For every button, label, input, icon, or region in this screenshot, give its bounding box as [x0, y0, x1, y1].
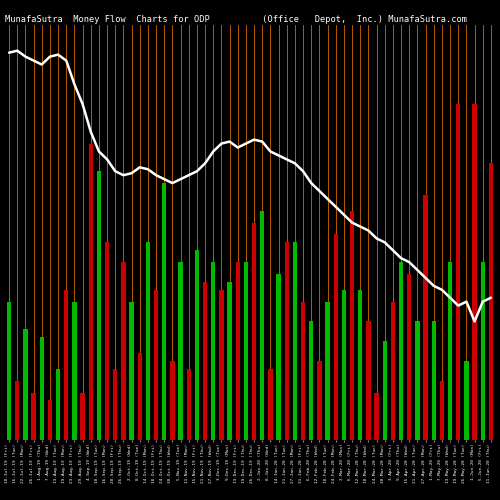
- Bar: [448, 262, 452, 440]
- Bar: [130, 302, 134, 440]
- Bar: [72, 302, 76, 440]
- Bar: [121, 262, 126, 440]
- Bar: [162, 183, 166, 440]
- Bar: [276, 274, 281, 440]
- Bar: [334, 234, 338, 440]
- Bar: [374, 392, 379, 440]
- Bar: [15, 380, 20, 440]
- Bar: [96, 171, 101, 440]
- Bar: [113, 369, 117, 440]
- Bar: [260, 211, 264, 440]
- Bar: [424, 195, 428, 440]
- Bar: [80, 392, 85, 440]
- Bar: [244, 262, 248, 440]
- Bar: [358, 290, 362, 440]
- Bar: [23, 330, 28, 440]
- Bar: [138, 353, 142, 440]
- Bar: [32, 392, 36, 440]
- Bar: [252, 222, 256, 440]
- Bar: [480, 262, 485, 440]
- Bar: [154, 290, 158, 440]
- Bar: [211, 262, 216, 440]
- Bar: [88, 144, 93, 440]
- Bar: [317, 361, 322, 440]
- Bar: [399, 262, 404, 440]
- Bar: [7, 302, 12, 440]
- Bar: [440, 380, 444, 440]
- Bar: [228, 282, 232, 440]
- Bar: [415, 322, 420, 440]
- Bar: [350, 211, 354, 440]
- Bar: [464, 361, 468, 440]
- Bar: [366, 322, 370, 440]
- Bar: [105, 242, 110, 440]
- Bar: [146, 242, 150, 440]
- Bar: [326, 302, 330, 440]
- Bar: [40, 337, 44, 440]
- Bar: [48, 400, 52, 440]
- Bar: [382, 341, 387, 440]
- Bar: [407, 274, 412, 440]
- Bar: [488, 164, 493, 440]
- Bar: [64, 290, 68, 440]
- Bar: [268, 369, 272, 440]
- Bar: [186, 369, 191, 440]
- Bar: [170, 361, 174, 440]
- Bar: [342, 290, 346, 440]
- Text: MunafaSutra  Money Flow  Charts for ODP          (Office   Depot,  Inc.) MunafaS: MunafaSutra Money Flow Charts for ODP (O…: [5, 15, 467, 24]
- Bar: [178, 262, 183, 440]
- Bar: [284, 242, 289, 440]
- Bar: [472, 104, 477, 440]
- Bar: [432, 322, 436, 440]
- Bar: [456, 104, 460, 440]
- Bar: [292, 242, 297, 440]
- Bar: [390, 302, 395, 440]
- Bar: [301, 302, 306, 440]
- Bar: [203, 282, 207, 440]
- Bar: [219, 290, 224, 440]
- Bar: [56, 369, 60, 440]
- Bar: [236, 262, 240, 440]
- Bar: [309, 322, 314, 440]
- Bar: [194, 250, 199, 440]
